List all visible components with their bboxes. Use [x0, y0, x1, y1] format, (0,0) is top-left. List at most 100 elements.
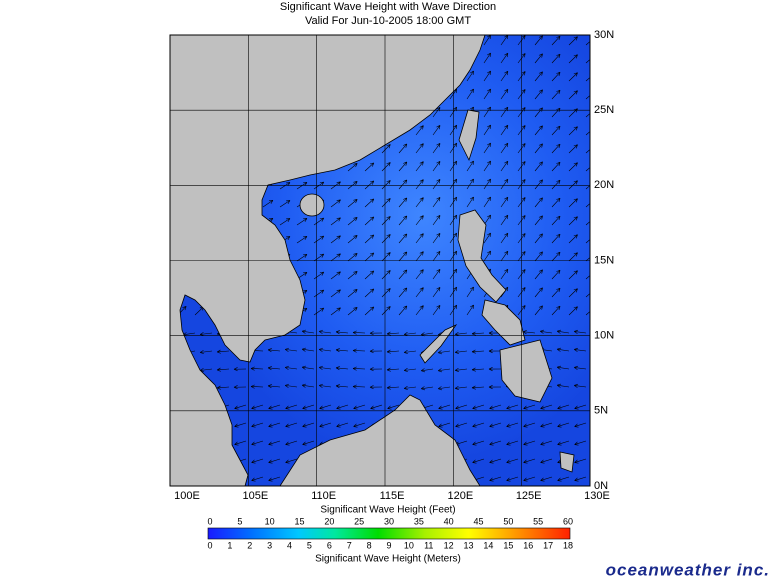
wave-arrow	[551, 89, 561, 100]
wave-arrow	[233, 367, 247, 372]
wave-arrow	[534, 89, 543, 100]
wave-arrow	[369, 349, 383, 354]
wave-arrow	[364, 180, 375, 190]
wave-arrow	[585, 311, 590, 316]
latitude-label: 10N	[594, 330, 614, 342]
wave-arrow	[398, 161, 408, 172]
wave-arrow	[489, 422, 502, 428]
wave-arrow	[568, 162, 578, 172]
longitude-label: 100E	[174, 490, 200, 502]
wave-arrow	[568, 198, 578, 208]
wave-arrow	[455, 422, 468, 428]
wave-arrow	[551, 215, 561, 226]
wave-arrow	[318, 383, 332, 388]
wave-arrow	[556, 365, 570, 370]
wave-arrow	[454, 385, 468, 390]
wave-arrow	[551, 197, 561, 208]
wave-arrow	[296, 254, 308, 262]
wave-arrow	[489, 404, 502, 410]
latitude-label: 5N	[594, 405, 608, 417]
wave-arrow	[585, 185, 590, 190]
longitude-label: 120E	[447, 490, 473, 502]
wave-arrow	[585, 59, 590, 64]
wave-arrow	[216, 349, 230, 354]
colorbar-tick-label: 9	[386, 540, 391, 550]
colorbar-tick-label: 60	[563, 516, 573, 526]
wave-arrow	[437, 350, 451, 355]
wave-arrow	[403, 386, 417, 391]
wave-arrow	[381, 234, 391, 244]
wave-arrow	[568, 306, 578, 316]
wave-arrow	[483, 178, 491, 190]
wave-arrow	[568, 54, 578, 64]
wave-arrow	[506, 440, 519, 446]
wave-arrow	[500, 124, 509, 136]
wave-arrow	[432, 107, 441, 118]
wave-arrow	[216, 385, 230, 390]
wave-arrow	[381, 180, 391, 190]
land	[170, 35, 575, 486]
wave-arrow	[398, 305, 408, 316]
wave-arrow	[403, 368, 417, 373]
wave-arrow	[483, 142, 491, 154]
wave-arrow	[556, 329, 570, 334]
wave-arrow	[347, 271, 358, 280]
wave-arrow	[285, 440, 298, 446]
meter-label: Significant Wave Height (Meters)	[315, 554, 461, 565]
wave-arrow	[568, 36, 578, 46]
map-title: Significant Wave Height with Wave Direct…	[280, 1, 496, 13]
wave-arrow	[369, 331, 383, 336]
wave-arrow	[454, 349, 468, 354]
wave-arrow	[466, 160, 474, 172]
wave-arrow	[318, 365, 332, 370]
wave-arrow	[500, 268, 509, 280]
wave-arrow	[471, 367, 485, 372]
wave-arrow	[506, 404, 519, 410]
wave-arrow	[585, 131, 590, 136]
wave-arrow	[466, 88, 474, 100]
colorbar-tick-label: 10	[265, 516, 275, 526]
wave-arrow	[488, 349, 502, 354]
graticule	[170, 35, 590, 486]
wave-arrow	[335, 348, 349, 353]
wave-arrow	[301, 383, 315, 388]
wave-arrow	[234, 440, 247, 446]
wave-arrow	[506, 422, 519, 428]
wave-arrow	[551, 305, 561, 316]
colorbar-tick-label: 0	[207, 540, 212, 550]
wave-arrow	[318, 329, 332, 334]
wave-arrow	[216, 367, 230, 372]
wave-arrow	[364, 198, 375, 208]
wave-arrow	[534, 179, 543, 190]
wave-arrow	[319, 422, 332, 428]
wave-arrow	[466, 70, 474, 82]
wave-arrow	[585, 203, 590, 208]
wave-arrow	[398, 179, 408, 190]
wave-arrow	[313, 253, 325, 262]
luzon	[457, 209, 507, 303]
wave-arrow	[267, 348, 281, 353]
wave-arrow	[353, 422, 366, 428]
wave-arrow	[551, 35, 561, 46]
wave-arrow	[483, 196, 491, 208]
wave-arrow	[420, 368, 434, 373]
wave-arrow	[568, 126, 578, 136]
wave-arrow	[386, 385, 400, 390]
map-subtitle: Valid For Jun-10-2005 18:00 GMT	[305, 15, 471, 27]
axis-labels: 100E 105E 110E 115E 120E 125E 130E 30N 25N 20N 15N…	[174, 29, 614, 502]
wave-arrow	[364, 216, 375, 226]
wave-arrow	[279, 218, 291, 226]
wave-arrow	[506, 476, 519, 482]
wave-arrow	[534, 251, 543, 262]
wave-arrow	[432, 197, 441, 208]
wave-arrow	[489, 458, 502, 464]
wave-arrow	[432, 287, 441, 298]
wave-arrow	[472, 422, 485, 428]
wave-arrow	[251, 458, 264, 464]
wave-arrow	[585, 221, 590, 226]
colorbar-tick-label: 30	[384, 516, 394, 526]
wave-arrow	[573, 347, 587, 352]
wave-arrow	[573, 365, 587, 370]
wave-arrow	[483, 88, 491, 100]
wave-arrow	[347, 199, 358, 208]
